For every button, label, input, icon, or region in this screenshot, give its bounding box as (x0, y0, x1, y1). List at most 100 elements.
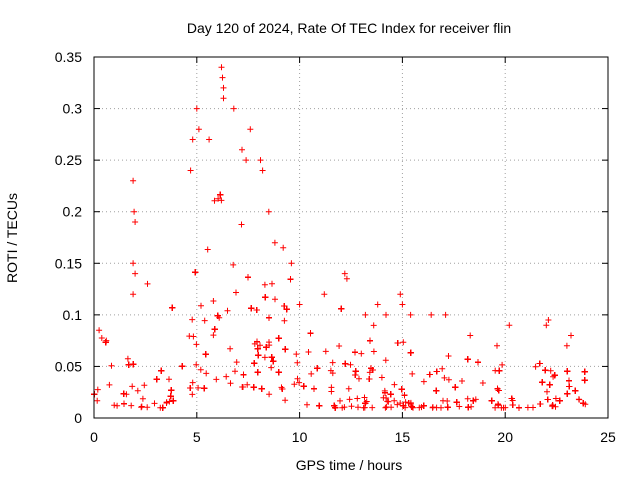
data-point (361, 394, 368, 401)
data-point (296, 301, 303, 308)
data-point (345, 385, 352, 392)
data-point (420, 402, 427, 409)
data-point (366, 376, 373, 382)
data-point (407, 349, 414, 356)
data-point (352, 349, 358, 356)
data-point (566, 377, 572, 384)
data-point (227, 380, 234, 387)
chart-title: Day 120 of 2024, Rate Of TEC Index for r… (187, 20, 511, 36)
data-point (441, 374, 448, 381)
data-point (189, 316, 196, 323)
data-point (444, 404, 451, 411)
data-point (211, 197, 218, 204)
data-point (304, 401, 310, 408)
data-point (179, 363, 186, 370)
data-point (202, 351, 209, 358)
data-point (542, 367, 549, 374)
data-point (337, 397, 343, 404)
data-point (258, 385, 265, 392)
data-point (94, 386, 101, 393)
data-point (266, 339, 272, 346)
data-point (506, 322, 513, 329)
data-point (308, 370, 315, 377)
data-point (203, 370, 210, 377)
data-point (321, 291, 328, 298)
plot-frame (93, 56, 609, 419)
data-point (201, 317, 208, 324)
data-point (238, 221, 245, 228)
data-point (352, 368, 359, 375)
data-point (120, 390, 127, 397)
data-point (348, 403, 355, 410)
data-point (382, 404, 389, 411)
data-point (288, 260, 295, 267)
data-point (282, 397, 289, 404)
data-point (499, 361, 506, 368)
data-point (98, 335, 105, 341)
data-point (408, 403, 415, 410)
data-point (189, 379, 196, 386)
x-tick-label: 0 (90, 429, 98, 445)
data-point (206, 136, 213, 143)
data-point (275, 369, 282, 376)
data-point (130, 177, 137, 184)
data-point (516, 404, 522, 411)
data-point (215, 195, 222, 202)
data-point (508, 395, 515, 402)
data-point (257, 342, 263, 349)
data-point (275, 335, 282, 342)
data-point (327, 367, 334, 374)
data-point (296, 379, 303, 386)
data-point (426, 371, 433, 378)
y-axis-label: ROTI / TECUs (4, 193, 20, 283)
data-point (108, 362, 115, 369)
data-point (549, 402, 556, 409)
data-point (130, 361, 137, 368)
data-point (293, 351, 300, 358)
data-point (468, 403, 475, 410)
data-point (233, 289, 239, 296)
data-point (394, 340, 401, 346)
data-point (391, 397, 398, 404)
data-point (287, 276, 294, 283)
data-point (347, 361, 354, 368)
data-point (144, 280, 151, 287)
data-point (266, 391, 273, 398)
data-point (374, 301, 381, 308)
data-point (575, 396, 582, 403)
data-point (536, 360, 543, 367)
data-point (134, 387, 141, 394)
data-point (338, 305, 345, 312)
data-point (581, 377, 588, 384)
data-point (204, 246, 211, 253)
x-tick-label: 10 (292, 429, 308, 445)
data-point (198, 302, 204, 309)
data-point (244, 381, 251, 388)
data-point (190, 333, 197, 340)
data-point (291, 381, 298, 388)
data-point (547, 367, 554, 374)
data-point (247, 126, 254, 133)
data-point (219, 74, 226, 81)
data-point (218, 64, 225, 71)
data-point (452, 384, 459, 391)
data-point (470, 397, 477, 404)
data-point (253, 307, 260, 313)
data-point (269, 280, 275, 287)
data-point (283, 306, 290, 313)
data-point (282, 346, 289, 353)
data-point (362, 311, 369, 318)
y-tick-label: 0.35 (55, 49, 82, 65)
data-point (192, 269, 199, 276)
tick-labels-layer: 0 5 10 15 20 25 0 0.05 0.1 0.15 0.2 0.25 0.3 0.35 (55, 49, 616, 445)
data-point (268, 364, 275, 371)
data-point (106, 381, 113, 388)
data-point (464, 356, 471, 363)
data-point (132, 219, 139, 225)
data-point (440, 397, 446, 404)
data-point (544, 396, 551, 403)
data-point (294, 375, 301, 382)
data-point (354, 395, 361, 402)
data-point (166, 398, 173, 405)
